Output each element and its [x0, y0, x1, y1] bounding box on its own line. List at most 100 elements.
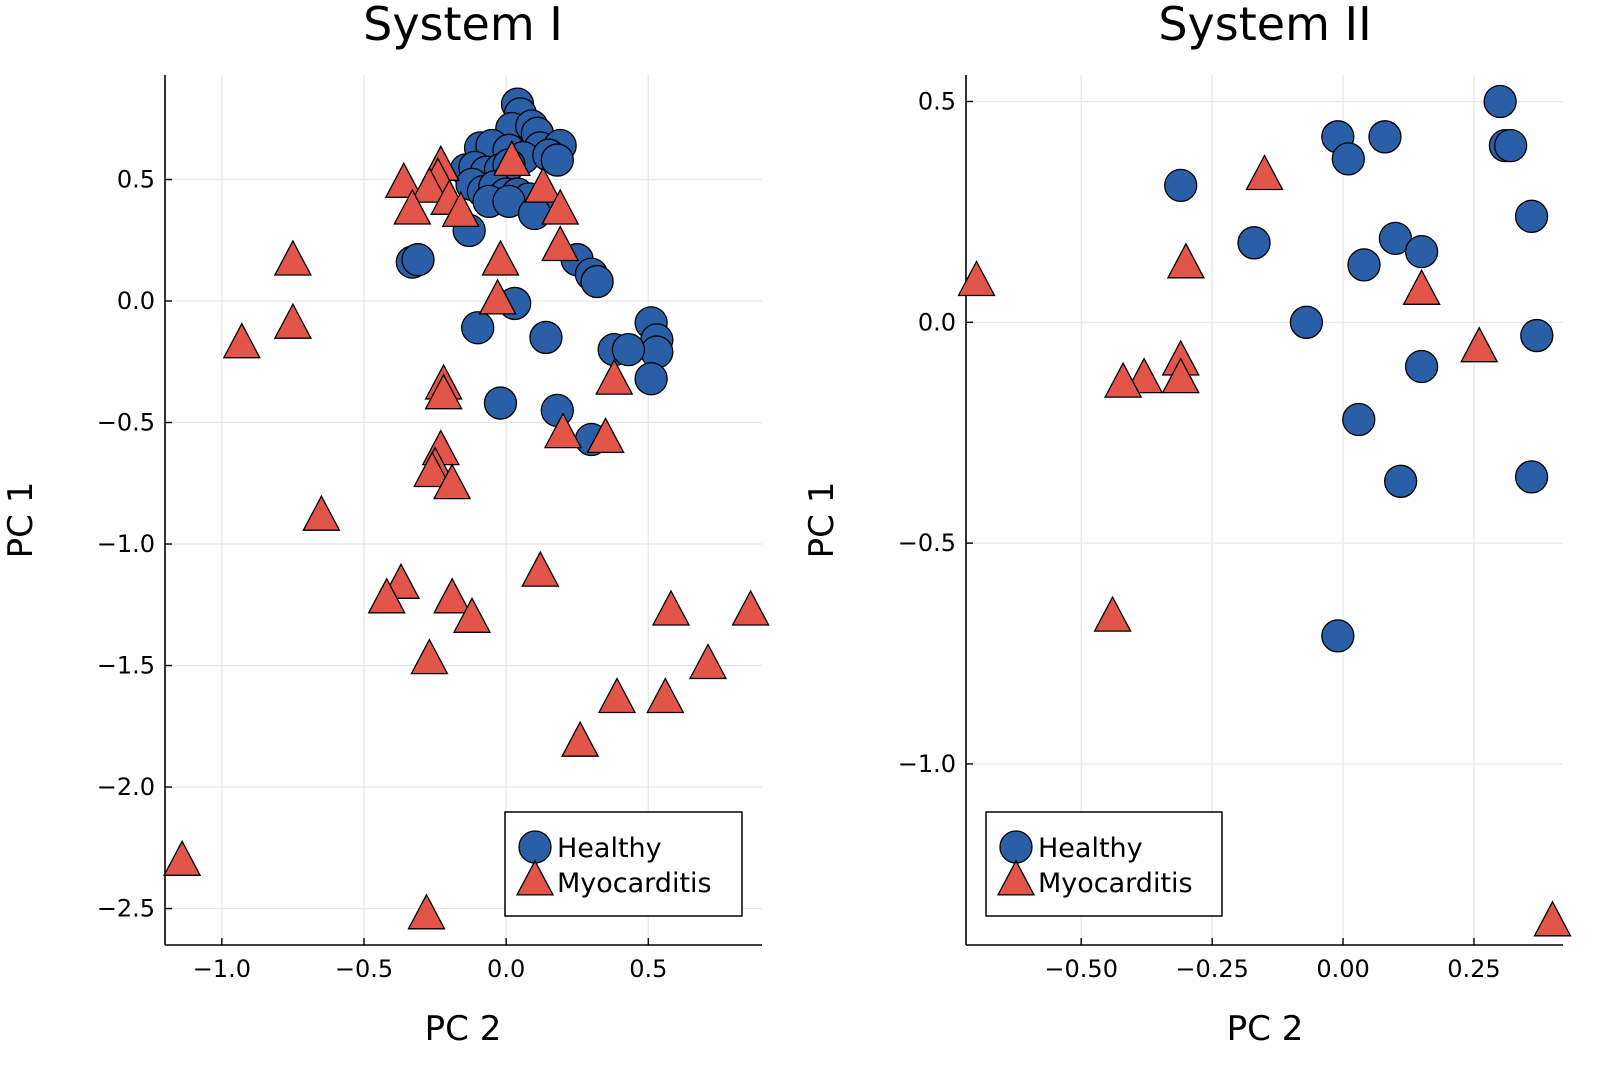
y-tick-label: −0.5 — [898, 529, 956, 557]
y-tick-label: −0.5 — [97, 409, 155, 437]
data-point-myocarditis — [1104, 361, 1143, 398]
legend-marker-healthy — [999, 830, 1033, 864]
data-point-myocarditis — [163, 839, 202, 876]
chart-panel-1: −1.0 −0.5 0.0 0.5 0.5 0.0 −0.5 −1.0 −1.5 −2.0 −2.5… — [1, 0, 770, 1049]
data-point-healthy — [540, 393, 574, 428]
data-point-myocarditis — [407, 893, 446, 930]
data-point-healthy — [1514, 199, 1549, 233]
data-point-myocarditis — [413, 451, 452, 488]
data-point-myocarditis — [478, 278, 517, 315]
data-point-healthy — [611, 332, 646, 367]
data-point-healthy — [634, 362, 668, 396]
data-point-healthy — [1520, 318, 1554, 353]
data-point-myocarditis — [273, 239, 312, 276]
data-point-healthy — [1347, 248, 1381, 282]
x-axis-label: PC 2 — [425, 1009, 502, 1049]
legend-box — [985, 811, 1223, 917]
data-point-myocarditis — [424, 373, 463, 410]
data-point-healthy — [580, 264, 614, 299]
data-point-myocarditis — [586, 417, 625, 454]
data-point-healthy — [1378, 221, 1413, 256]
legend-marker-myocarditis — [515, 859, 555, 896]
data-point-healthy — [1237, 226, 1271, 260]
y-axis-label: PC 1 — [1, 482, 41, 559]
data-point-myocarditis — [410, 166, 449, 203]
data-point-healthy — [1321, 619, 1355, 653]
legend-label-myocarditis: Myocarditis — [1038, 868, 1193, 899]
data-point-healthy — [1404, 349, 1439, 384]
series-myocarditis — [163, 140, 770, 930]
legend-label-healthy: Healthy — [557, 833, 662, 864]
data-point-myocarditis — [433, 577, 472, 614]
data-point-healthy — [1404, 234, 1439, 269]
data-point-myocarditis — [1161, 357, 1200, 394]
data-point-myocarditis — [595, 358, 634, 395]
data-point-myocarditis — [1093, 595, 1132, 632]
x-tick-label: 0.0 — [487, 955, 525, 983]
series-myocarditis — [957, 154, 1572, 937]
x-axis-label: PC 2 — [1227, 1009, 1304, 1049]
data-point-myocarditis — [384, 161, 423, 198]
data-point-myocarditis — [541, 188, 580, 225]
data-point-myocarditis — [543, 412, 583, 449]
chart-title: System I — [363, 0, 563, 51]
x-tick-label: 0.5 — [629, 955, 667, 983]
data-point-healthy — [1514, 460, 1549, 494]
y-tick-label: 0.5 — [918, 87, 956, 115]
legend-label-healthy: Healthy — [1038, 833, 1143, 864]
data-point-healthy — [529, 320, 563, 355]
x-tick-label: −0.25 — [1175, 955, 1249, 983]
y-tick-label: −2.0 — [97, 773, 155, 801]
data-point-myocarditis — [1402, 268, 1441, 305]
data-point-myocarditis — [481, 239, 520, 276]
chart-title: System II — [1158, 0, 1371, 51]
data-point-healthy — [1331, 142, 1365, 176]
legend-marker-healthy — [518, 830, 552, 864]
data-point-myocarditis — [492, 140, 531, 177]
data-point-healthy — [461, 311, 495, 345]
data-point-myocarditis — [597, 677, 637, 714]
y-axis-label: PC 1 — [802, 482, 842, 559]
data-point-myocarditis — [433, 463, 472, 500]
data-point-myocarditis — [731, 589, 770, 626]
y-tick-label: −2.5 — [97, 895, 155, 923]
data-point-myocarditis — [541, 225, 580, 262]
legend: Healthy Myocarditis — [504, 811, 743, 917]
data-point-myocarditis — [452, 596, 492, 633]
data-point-myocarditis — [688, 643, 728, 680]
data-point-myocarditis — [222, 322, 261, 359]
data-point-healthy — [1342, 402, 1376, 437]
data-point-myocarditis — [1245, 154, 1284, 191]
legend-marker-myocarditis — [996, 859, 1036, 896]
data-point-myocarditis — [646, 677, 685, 714]
data-point-myocarditis — [410, 638, 449, 675]
x-tick-label: −0.50 — [1044, 955, 1118, 983]
data-point-myocarditis — [273, 302, 312, 339]
data-point-myocarditis — [302, 494, 341, 531]
data-point-myocarditis — [1460, 326, 1499, 363]
data-point-myocarditis — [521, 550, 560, 587]
data-point-myocarditis — [393, 188, 432, 225]
data-point-healthy — [483, 386, 518, 420]
y-tick-label: 0.5 — [117, 165, 155, 193]
data-point-healthy — [1289, 305, 1324, 339]
data-point-healthy — [1384, 464, 1418, 498]
data-point-myocarditis — [651, 589, 691, 626]
data-point-healthy — [540, 143, 574, 177]
data-point-myocarditis — [1533, 900, 1572, 937]
series-healthy — [1164, 84, 1554, 653]
y-tick-label: −1.0 — [97, 530, 155, 558]
legend-box — [504, 811, 743, 917]
data-point-myocarditis — [1125, 357, 1164, 394]
legend-label-myocarditis: Myocarditis — [557, 868, 712, 899]
series-healthy — [395, 87, 674, 457]
x-tick-label: 0.00 — [1316, 955, 1369, 983]
data-point-myocarditis — [561, 720, 600, 757]
y-tick-label: 0.0 — [117, 287, 155, 315]
data-point-healthy — [401, 243, 435, 277]
y-tick-label: 0.0 — [918, 308, 956, 336]
x-tick-label: −0.5 — [335, 955, 393, 983]
data-point-myocarditis — [441, 191, 480, 228]
x-tick-label: 0.25 — [1447, 955, 1500, 983]
